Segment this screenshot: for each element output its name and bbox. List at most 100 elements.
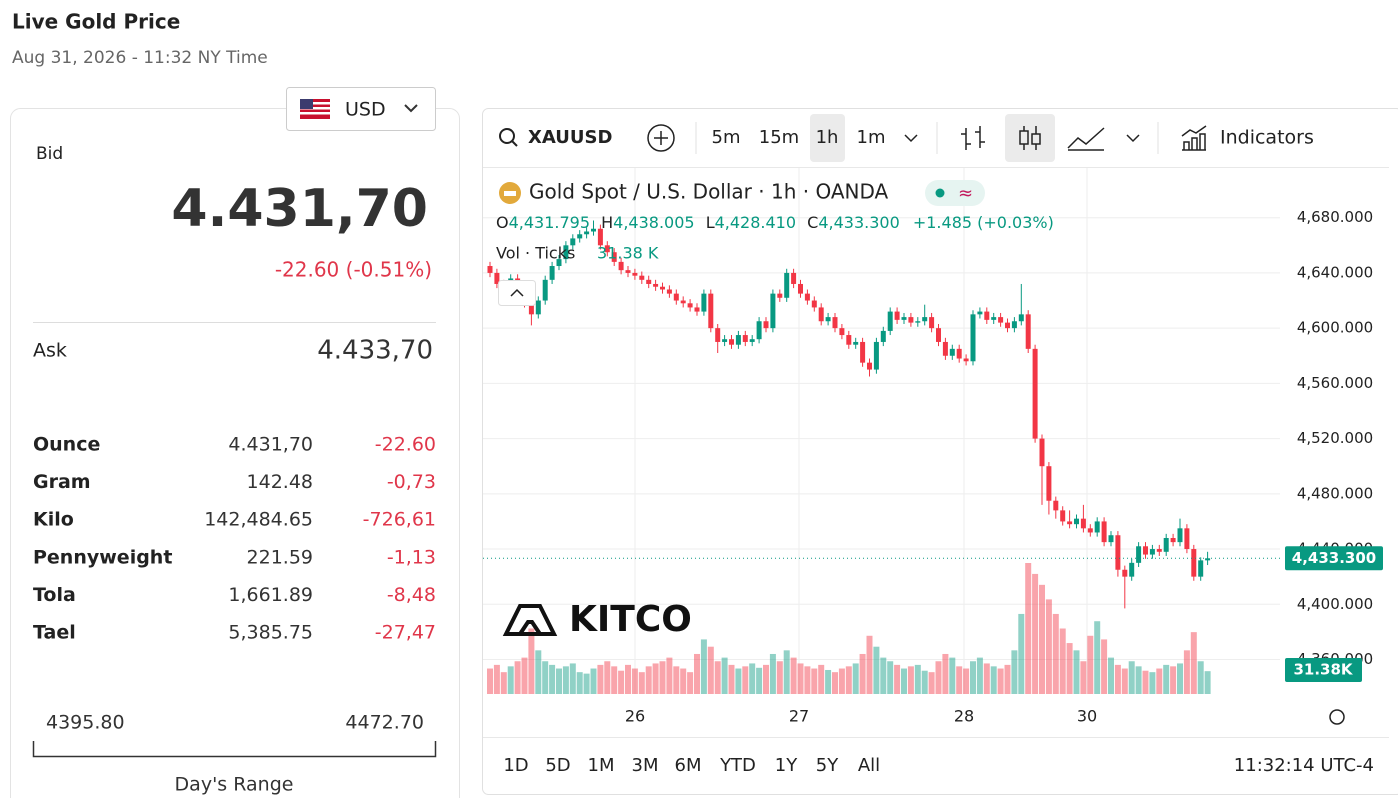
period-button[interactable]: 1Y — [775, 755, 798, 776]
candle-body — [1081, 519, 1086, 529]
candle-body — [798, 284, 803, 294]
candle-body — [1178, 528, 1183, 542]
svg-text:≈: ≈ — [958, 183, 973, 204]
unit-change: -27,47 — [375, 622, 436, 644]
y-tick-label: 4,480.000 — [1297, 484, 1373, 502]
volume-bar — [611, 666, 617, 694]
series-title: Gold Spot / U.S. Dollar · 1h · OANDA — [529, 180, 889, 204]
candle-body — [1060, 510, 1065, 521]
candle-body — [639, 276, 644, 280]
period-button[interactable]: 5Y — [816, 755, 839, 776]
volume-bar — [563, 666, 569, 694]
volume-bar — [1108, 658, 1114, 694]
candle-body — [805, 294, 810, 301]
h-value: 4,438.005 — [613, 213, 694, 232]
candle-body — [791, 273, 796, 284]
range-label: Day's Range — [175, 774, 294, 796]
interval[interactable]: 1h — [816, 127, 839, 148]
symbol[interactable]: XAUUSD — [528, 127, 612, 148]
period-button[interactable]: 5D — [545, 755, 570, 776]
volume-title: Vol · Ticks — [496, 244, 575, 263]
period-button[interactable]: 1M — [588, 755, 615, 776]
logo-text: KITCO — [569, 599, 692, 640]
indicators[interactable]: Indicators — [1220, 127, 1314, 149]
volume-bar — [977, 658, 983, 694]
collapse-button[interactable] — [499, 281, 536, 306]
volume-bar — [839, 669, 845, 694]
volume-bar — [873, 647, 879, 694]
period-button[interactable]: 6M — [675, 755, 702, 776]
unit-change: -1,13 — [387, 546, 436, 568]
ask-label: Ask — [33, 340, 67, 362]
candle-body — [950, 349, 955, 356]
volume-bar — [832, 672, 838, 694]
period-button[interactable]: 1D — [503, 755, 528, 776]
candle-body — [895, 312, 900, 320]
volume-bar — [867, 636, 873, 694]
candle-body — [1019, 314, 1024, 321]
unit-change: -8,48 — [387, 584, 436, 606]
candle-body — [584, 232, 589, 235]
volume-bar — [1198, 661, 1204, 694]
unit-name: Kilo — [33, 509, 74, 531]
candle-body — [708, 294, 713, 329]
x-tick-label: 26 — [625, 707, 645, 726]
candle-body — [770, 294, 775, 329]
volume-bar — [1060, 629, 1066, 695]
currency: USD — [345, 99, 386, 121]
volume-bar — [597, 665, 603, 694]
candle-body — [757, 321, 762, 339]
volume-bar — [1094, 621, 1100, 694]
volume-bar — [991, 666, 997, 694]
volume-bar — [1170, 666, 1176, 694]
volume-bar — [1205, 671, 1211, 694]
candle-body — [750, 339, 755, 342]
candle-body — [667, 289, 672, 293]
volume-bar — [522, 658, 528, 694]
volume-bar — [591, 669, 597, 694]
volume-bar — [549, 665, 555, 694]
candle-body — [1198, 560, 1203, 576]
candle-body — [964, 359, 969, 362]
volume-bar — [963, 669, 969, 694]
unit-change: -22.60 — [375, 434, 436, 456]
volume-bar — [687, 672, 693, 694]
x-tick-label: 30 — [1077, 707, 1097, 726]
candle-body — [812, 301, 817, 308]
volume-bar — [646, 666, 652, 694]
period-button[interactable]: All — [858, 755, 880, 776]
volume-bar — [936, 661, 942, 694]
period-button[interactable]: YTD — [719, 755, 756, 776]
unit-name: Gram — [33, 471, 91, 493]
volume-bar — [701, 639, 707, 694]
candle-body — [943, 342, 948, 356]
candle-body — [619, 262, 624, 270]
candle-body — [632, 273, 637, 276]
volume-bar — [1005, 665, 1011, 694]
volume-bar — [632, 669, 638, 694]
volume-value: 31.38 K — [597, 244, 659, 263]
volume-bar — [770, 654, 776, 694]
candle-body — [936, 328, 941, 342]
interval[interactable]: 5m — [712, 127, 741, 148]
y-tick-label: 4,680.000 — [1297, 208, 1373, 226]
candle-body — [833, 317, 838, 328]
bid-change: -22.60 (-0.51%) — [275, 258, 432, 282]
candle-body — [922, 317, 927, 321]
candle-body — [1143, 546, 1148, 554]
bid-price: 4.431,70 — [171, 179, 428, 239]
period-button[interactable]: 3M — [632, 755, 659, 776]
volume-bar — [653, 663, 659, 694]
volume-bar — [846, 666, 852, 694]
candle-body — [991, 317, 996, 320]
volume-bar — [556, 669, 562, 694]
volume-bar — [735, 669, 741, 694]
volume-bar — [784, 650, 790, 694]
volume-bar — [942, 654, 948, 694]
unit-price: 221.59 — [247, 546, 313, 568]
c-label: C — [807, 213, 818, 232]
interval[interactable]: 15m — [759, 127, 799, 148]
x-tick-label: 28 — [954, 707, 974, 726]
interval[interactable]: 1m — [857, 127, 886, 148]
